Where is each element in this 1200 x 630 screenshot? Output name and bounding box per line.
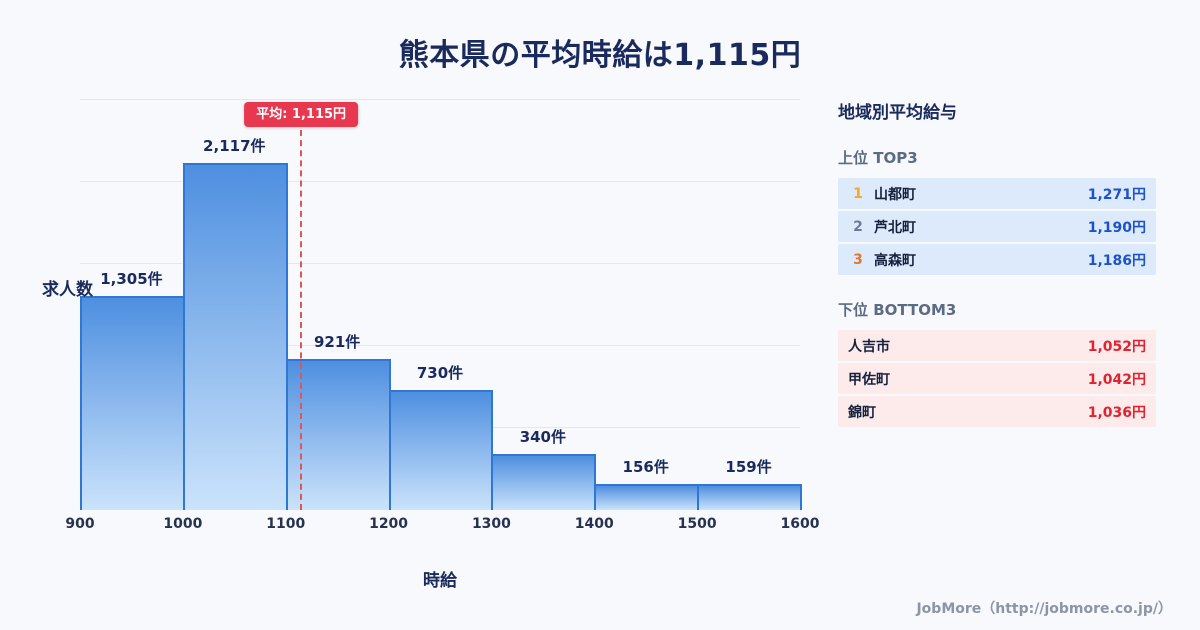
bar-value-label: 2,117件 bbox=[203, 137, 266, 155]
gridline bbox=[80, 99, 800, 100]
region-salary-panel: 地域別平均給与 上位 TOP3 1 山都町 1,271円 2 芦北町 1,190円 3 高森町… bbox=[838, 98, 1156, 429]
region-wage-value: 1,186円 bbox=[1087, 252, 1146, 269]
bottom3-table: 人吉市 1,052円甲佐町 1,042円錦町 1,036円 bbox=[838, 330, 1156, 427]
bottom3-row: 錦町 1,036円 bbox=[838, 396, 1156, 427]
histogram-bar-1300 bbox=[491, 454, 597, 510]
mean-dashed-line bbox=[300, 130, 303, 510]
region-name: 甲佐町 bbox=[848, 371, 890, 388]
x-axis-ticks: 900 1000 1100 1200 1300 1400 1500 1600 bbox=[65, 512, 819, 536]
bar-value-label: 340件 bbox=[519, 428, 566, 446]
x-tick-label: 1100 bbox=[266, 516, 306, 532]
region-panel-title: 地域別平均給与 bbox=[838, 103, 957, 123]
x-tick-label: 1400 bbox=[574, 516, 614, 532]
gridline bbox=[80, 345, 800, 346]
bar-value-label: 159件 bbox=[725, 458, 772, 476]
region-wage-value: 1,042円 bbox=[1087, 371, 1146, 388]
histogram-bar-1500 bbox=[697, 484, 802, 510]
region-name: 高森町 bbox=[874, 252, 916, 269]
x-tick-label: 900 bbox=[65, 516, 95, 532]
region-name: 山都町 bbox=[874, 186, 916, 203]
region-name: 人吉市 bbox=[848, 338, 890, 355]
bar-value-label: 921件 bbox=[313, 333, 361, 351]
histogram-bar-900 bbox=[80, 296, 185, 510]
top3-heading: 上位 TOP3 bbox=[838, 149, 918, 167]
bottom3-heading: 下位 BOTTOM3 bbox=[838, 301, 957, 319]
x-tick-label: 1200 bbox=[369, 516, 409, 532]
rank-badge: 1 bbox=[853, 185, 863, 202]
bottom3-row: 人吉市 1,052円 bbox=[838, 330, 1156, 361]
top3-row: 2 芦北町 1,190円 bbox=[838, 211, 1156, 242]
region-name: 錦町 bbox=[848, 404, 876, 421]
y-axis-label: 求人数 bbox=[42, 280, 93, 300]
x-tick-label: 1300 bbox=[471, 516, 511, 532]
bar-value-label: 730件 bbox=[416, 364, 464, 382]
histogram-bar-1200 bbox=[388, 390, 494, 510]
region-name: 芦北町 bbox=[874, 219, 916, 236]
gridline bbox=[80, 181, 800, 182]
bar-value-label: 1,305件 bbox=[100, 270, 163, 288]
bar-value-label: 156件 bbox=[622, 458, 669, 476]
top3-table: 1 山都町 1,271円 2 芦北町 1,190円 3 高森町 1,186円 bbox=[838, 178, 1156, 275]
plot-area: 1,305件 2,117件 921件 730件 340件 156件 159件 平均: 1,11… bbox=[80, 99, 802, 510]
wage-histogram: 1,305件 2,117件 921件 730件 340件 156件 159件 平均: 1,11… bbox=[65, 99, 819, 600]
histogram-bar-1000 bbox=[182, 163, 288, 510]
x-tick-label: 1500 bbox=[677, 516, 717, 532]
footer-credit: JobMore（http://jobmore.co.jp/） bbox=[916, 601, 1172, 617]
mean-badge: 平均: 1,115円 bbox=[244, 102, 359, 127]
rank-badge: 3 bbox=[853, 251, 863, 268]
rank-badge: 2 bbox=[853, 218, 863, 235]
histogram-bar-1400 bbox=[594, 484, 700, 510]
x-tick-label: 1600 bbox=[780, 516, 820, 532]
x-tick-label: 1000 bbox=[163, 516, 203, 532]
bottom3-row: 甲佐町 1,042円 bbox=[838, 363, 1156, 394]
top3-row: 3 高森町 1,186円 bbox=[838, 244, 1156, 275]
region-wage-value: 1,190円 bbox=[1087, 219, 1146, 236]
gridline bbox=[80, 263, 800, 264]
region-wage-value: 1,036円 bbox=[1087, 404, 1146, 421]
region-wage-value: 1,052円 bbox=[1087, 338, 1146, 355]
x-axis-label: 時給 bbox=[423, 571, 457, 591]
region-wage-value: 1,271円 bbox=[1087, 186, 1146, 203]
top3-row: 1 山都町 1,271円 bbox=[838, 178, 1156, 209]
page-title: 熊本県の平均時給は1,115円 bbox=[398, 38, 802, 73]
